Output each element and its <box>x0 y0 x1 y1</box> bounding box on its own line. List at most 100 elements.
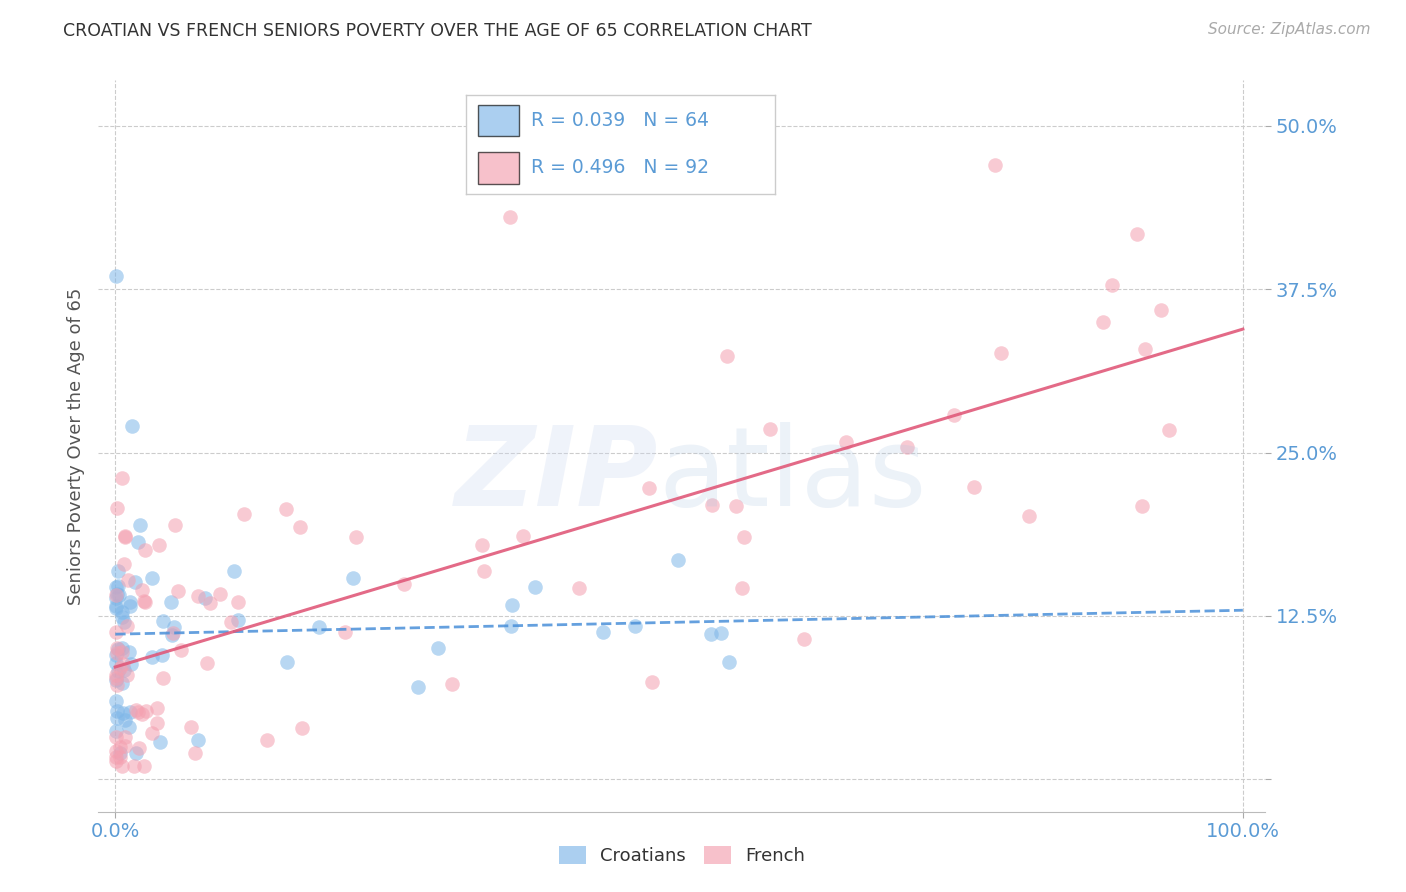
Point <box>111 610 134 624</box>
Point <box>710 626 733 640</box>
Point <box>108 749 131 764</box>
Point <box>150 648 173 662</box>
Point <box>501 599 523 613</box>
Point <box>145 715 167 730</box>
Point <box>105 704 128 718</box>
Point <box>148 538 170 552</box>
Point <box>233 507 256 521</box>
Point <box>835 435 858 450</box>
Point <box>1018 508 1040 523</box>
Point <box>1130 499 1153 513</box>
Point <box>111 471 134 485</box>
Point <box>105 678 128 692</box>
Point <box>112 663 135 677</box>
Point <box>963 480 986 494</box>
Point <box>716 349 738 363</box>
Point <box>105 647 128 661</box>
Point <box>226 595 249 609</box>
Point <box>759 422 782 436</box>
Point <box>219 615 242 629</box>
Point <box>149 735 172 749</box>
Point <box>942 408 965 422</box>
Point <box>111 605 134 619</box>
Point <box>114 714 136 728</box>
Point <box>162 625 184 640</box>
Point <box>108 588 131 602</box>
Point <box>568 581 591 595</box>
Point <box>724 499 747 513</box>
Point <box>105 588 128 602</box>
Point <box>105 591 128 606</box>
Point <box>406 680 429 694</box>
Point <box>1101 278 1123 293</box>
Point <box>169 643 191 657</box>
Point <box>112 615 135 629</box>
Point <box>110 661 132 675</box>
Point <box>117 720 139 734</box>
Point <box>117 573 139 587</box>
Point <box>666 552 689 566</box>
Point <box>592 624 614 639</box>
Point <box>107 579 129 593</box>
Point <box>222 564 245 578</box>
Point <box>733 530 755 544</box>
Point <box>105 624 128 639</box>
Point <box>105 750 128 764</box>
Point <box>499 619 522 633</box>
Point <box>342 571 364 585</box>
Point <box>105 754 128 768</box>
Point <box>730 582 752 596</box>
Point <box>105 641 128 656</box>
Point <box>440 677 463 691</box>
Point <box>1135 343 1157 357</box>
Point <box>523 580 546 594</box>
Point <box>114 730 136 744</box>
Point <box>134 542 156 557</box>
Point <box>152 614 174 628</box>
Y-axis label: Seniors Poverty Over the Age of 65: Seniors Poverty Over the Age of 65 <box>66 287 84 605</box>
Point <box>700 627 723 641</box>
Point <box>195 656 218 670</box>
Point <box>1126 227 1149 241</box>
Point <box>163 518 186 533</box>
Point <box>115 667 138 681</box>
Point <box>118 594 141 608</box>
Point <box>392 577 415 591</box>
Point <box>120 657 142 672</box>
Point <box>131 583 153 598</box>
Point <box>121 419 143 434</box>
Point <box>127 535 149 549</box>
Point <box>108 746 131 760</box>
Point <box>1150 302 1173 317</box>
Legend: Croatians, French: Croatians, French <box>551 838 813 872</box>
Point <box>105 648 128 662</box>
Point <box>135 705 157 719</box>
Point <box>984 158 1007 172</box>
Point <box>187 732 209 747</box>
Point <box>1159 423 1181 437</box>
Point <box>117 645 139 659</box>
Point <box>499 211 522 225</box>
Point <box>128 740 150 755</box>
Point <box>288 519 311 533</box>
Point <box>132 759 155 773</box>
Point <box>134 595 156 609</box>
Point <box>110 645 132 659</box>
Point <box>105 600 128 615</box>
Point <box>127 705 149 719</box>
Point <box>107 664 129 678</box>
Point <box>226 613 249 627</box>
Point <box>129 517 152 532</box>
Text: CROATIAN VS FRENCH SENIORS POVERTY OVER THE AGE OF 65 CORRELATION CHART: CROATIAN VS FRENCH SENIORS POVERTY OVER … <box>63 22 813 40</box>
Point <box>105 710 128 724</box>
Point <box>990 346 1012 360</box>
Point <box>111 759 134 773</box>
Point <box>105 723 128 738</box>
Point <box>105 671 128 685</box>
Point <box>122 759 145 773</box>
Point <box>1092 315 1115 329</box>
Point <box>125 702 148 716</box>
Point <box>105 673 128 687</box>
Point <box>187 589 209 603</box>
Point <box>114 739 136 753</box>
